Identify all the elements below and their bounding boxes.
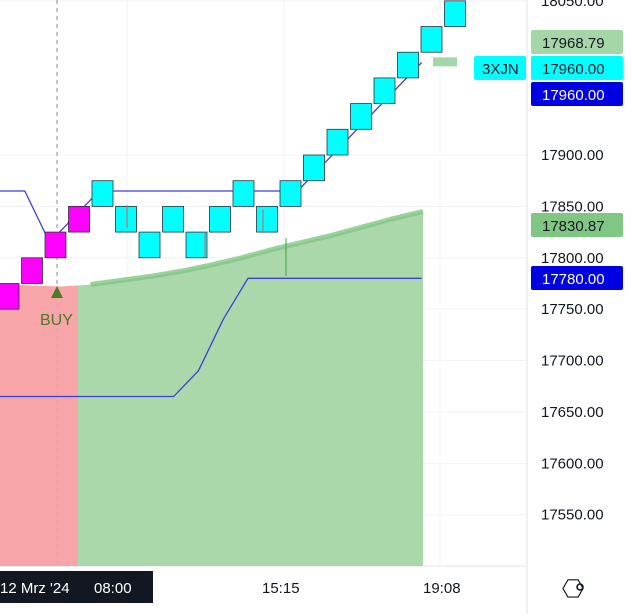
renko-brick <box>397 51 419 79</box>
buy-signal: BUY <box>40 286 73 329</box>
renko-brick <box>350 103 372 130</box>
price-badge-value: 17960.00 <box>542 87 605 104</box>
renko-brick <box>279 180 302 207</box>
price-badge <box>531 266 623 290</box>
y-tick-label: 17850.00 <box>541 198 604 215</box>
renko-brick <box>21 257 43 284</box>
y-tick-label: 17600.00 <box>541 455 604 472</box>
trend-areas <box>0 209 424 567</box>
renko-brick <box>44 231 67 259</box>
renko-brick <box>444 0 466 27</box>
symbol-tag-label: 3XJN <box>482 61 519 78</box>
buy-arrow <box>51 286 63 298</box>
y-tick-label: 17800.00 <box>541 250 604 267</box>
y-tick-label: 17900.00 <box>541 147 604 164</box>
buy-label: BUY <box>40 312 73 329</box>
renko-brick <box>91 180 114 207</box>
hexagon-settings-icon[interactable] <box>562 579 584 598</box>
bearish-area <box>0 283 78 566</box>
renko-brick <box>303 154 325 182</box>
y-tick-label: 17700.00 <box>541 353 604 370</box>
renko-brick <box>162 205 184 233</box>
bullish-area <box>78 211 423 567</box>
price-badge-value: 17960.00 <box>542 61 605 78</box>
renko-brick <box>68 205 90 233</box>
price-badge <box>531 30 623 54</box>
projected-brick <box>433 57 457 67</box>
time-axis: 12 Mrz '24 08:00 15:15 19:08 <box>0 571 461 603</box>
y-tick-label: 17550.00 <box>541 507 604 524</box>
y-tick-label: 17650.00 <box>541 404 604 421</box>
y-tick-label: 17750.00 <box>541 301 604 318</box>
renko-brick <box>115 205 137 233</box>
price-badge-value: 17830.87 <box>542 218 605 235</box>
renko-brick <box>373 77 396 105</box>
y-tick-label: 18050.00 <box>541 0 604 10</box>
renko-brick <box>138 231 161 259</box>
symbol-tag <box>474 56 526 80</box>
price-badge <box>531 82 623 106</box>
x-tick-label: 12 Mrz '24 <box>0 580 70 597</box>
lower-band-line <box>0 277 422 398</box>
price-badge-value: 17780.00 <box>542 271 605 288</box>
price-badge <box>531 213 623 237</box>
trend-curve <box>90 209 424 287</box>
renko-brick <box>256 205 278 233</box>
x-tick-label: 19:08 <box>423 580 461 597</box>
renko-brick <box>232 180 255 207</box>
price-badge <box>531 56 623 80</box>
renko-brick <box>326 128 349 156</box>
renko-brick <box>420 26 443 53</box>
price-badge-value: 17968.79 <box>542 35 605 52</box>
renko-brick <box>0 283 20 310</box>
time-crosshair-badge <box>0 571 153 603</box>
renko-brick <box>185 231 208 259</box>
renko-brick <box>209 205 231 233</box>
price-axis: 18050.00 17900.00 17850.00 17800.00 17750.00… <box>541 0 604 524</box>
x-tick-label: 08:00 <box>94 580 132 597</box>
renko-bricks <box>0 0 466 310</box>
price-badges: 17968.79 17960.00 3XJN 17960.00 17830.87 1778… <box>474 30 623 290</box>
x-tick-label: 15:15 <box>262 580 300 597</box>
